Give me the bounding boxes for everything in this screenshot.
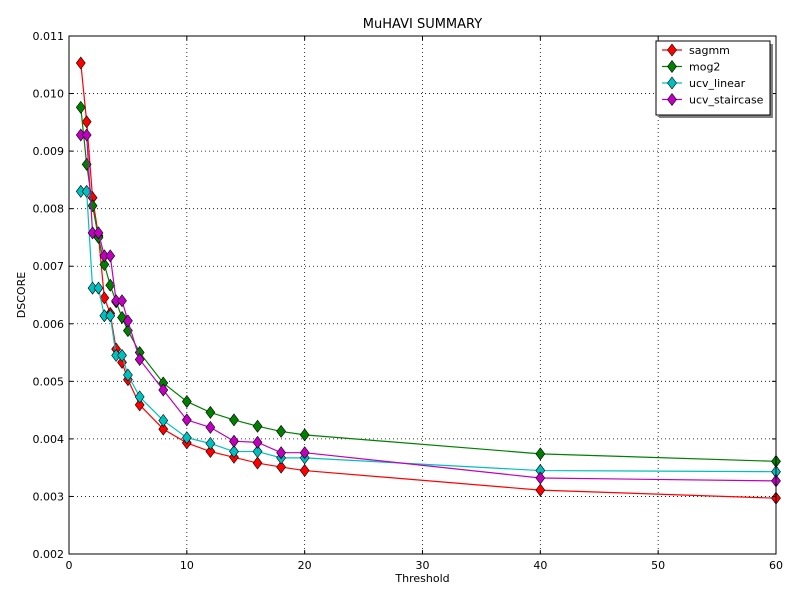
legend-box: [655, 40, 771, 116]
data-point-mog2: [535, 447, 546, 461]
series-line-mog2: [80, 107, 777, 462]
data-point-mog2: [252, 419, 263, 433]
y-tick-label: 0.002: [33, 548, 65, 561]
data-point-ucv_linear: [123, 368, 133, 382]
y-tick-label: 0.009: [33, 145, 65, 158]
series-mog2: [75, 100, 781, 468]
series-sagmm: [75, 56, 781, 505]
data-point-sagmm: [134, 398, 145, 412]
legend-label-mog2: mog2: [689, 61, 720, 74]
y-tick-label: 0.003: [33, 490, 65, 503]
data-point-mog2: [99, 257, 110, 271]
data-point-mog2: [276, 424, 286, 438]
data-point-ucv_staircase: [158, 383, 169, 397]
data-point-mog2: [87, 199, 98, 213]
y-tick-label: 0.011: [33, 30, 65, 43]
data-point-sagmm: [205, 445, 216, 459]
data-point-ucv_linear: [134, 390, 145, 404]
y-tick-label: 0.007: [33, 260, 65, 273]
x-tick-label: 30: [416, 559, 430, 572]
data-point-ucv_linear: [105, 309, 116, 323]
series-line-ucv_linear: [80, 190, 777, 473]
data-point-ucv_staircase: [81, 128, 92, 142]
data-point-ucv_staircase: [134, 352, 145, 366]
legend-marker-ucv_staircase: [667, 93, 677, 106]
chart-title: MuHAVI SUMMARY: [363, 17, 482, 32]
data-point-sagmm: [158, 422, 169, 436]
legend-marker-mog2: [667, 60, 677, 73]
x-tick-label: 50: [651, 559, 665, 572]
data-point-ucv_linear: [205, 436, 216, 450]
tick-layer: 0 10 20 30 40 50 60 0.002 0.003 0.004 0.005 0.006 0.…: [33, 30, 784, 572]
y-tick-label: 0.004: [33, 433, 65, 446]
data-point-mog2: [75, 100, 86, 114]
series-layer: [75, 56, 781, 505]
data-point-sagmm: [75, 56, 86, 70]
y-tick-label: 0.010: [33, 88, 65, 101]
data-point-ucv_linear: [117, 348, 127, 362]
data-point-ucv_linear: [229, 445, 239, 459]
data-point-ucv_staircase: [181, 413, 192, 427]
y-tick-label: 0.008: [33, 203, 65, 216]
data-point-ucv_staircase: [252, 435, 263, 449]
y-tick-label: 0.005: [33, 375, 65, 388]
data-point-ucv_staircase: [105, 249, 116, 263]
data-point-mog2: [229, 413, 239, 427]
data-point-sagmm: [81, 115, 92, 129]
y-tick-label: 0.006: [33, 318, 65, 331]
data-point-ucv_staircase: [205, 420, 216, 434]
x-tick-label: 60: [769, 559, 783, 572]
legend-marker-ucv_linear: [667, 76, 677, 90]
series-line-ucv_staircase: [80, 134, 777, 482]
data-point-ucv_linear: [181, 431, 192, 445]
series-ucv_linear: [75, 184, 781, 479]
x-tick-label: 0: [66, 559, 73, 572]
data-point-ucv_staircase: [123, 314, 133, 328]
data-point-ucv_staircase: [117, 294, 127, 308]
data-point-ucv_linear: [93, 281, 104, 295]
series-line-sagmm: [80, 62, 777, 499]
data-point-ucv_linear: [252, 445, 263, 459]
data-point-ucv_staircase: [93, 226, 104, 240]
legend-label-ucv_linear: ucv_linear: [689, 77, 746, 90]
data-point-sagmm: [117, 355, 127, 369]
legend-marker-sagmm: [667, 43, 677, 57]
data-point-ucv_staircase: [229, 434, 239, 448]
data-point-sagmm: [276, 460, 286, 474]
data-point-ucv_linear: [158, 413, 169, 427]
data-point-mog2: [299, 428, 310, 442]
data-point-mog2: [205, 405, 216, 419]
data-point-sagmm: [299, 464, 310, 478]
series-ucv_staircase: [75, 128, 781, 488]
legend-label-sagmm: sagmm: [689, 44, 730, 57]
legend: sagmm mog2 ucv_linear ucv_staircase: [655, 40, 773, 118]
x-tick-label: 20: [298, 559, 312, 572]
data-point-ucv_staircase: [276, 446, 286, 460]
data-point-ucv_staircase: [535, 471, 546, 485]
data-point-ucv_staircase: [299, 446, 310, 460]
y-axis-label: DSCORE: [15, 272, 28, 318]
data-point-mog2: [181, 394, 192, 408]
x-tick-label: 10: [180, 559, 194, 572]
data-point-sagmm: [535, 483, 546, 497]
data-point-sagmm: [99, 291, 110, 305]
x-axis-label: Threshold: [394, 572, 449, 585]
data-point-sagmm: [252, 456, 263, 470]
legend-label-ucv_staircase: ucv_staircase: [689, 94, 764, 107]
x-tick-label: 40: [533, 559, 547, 572]
